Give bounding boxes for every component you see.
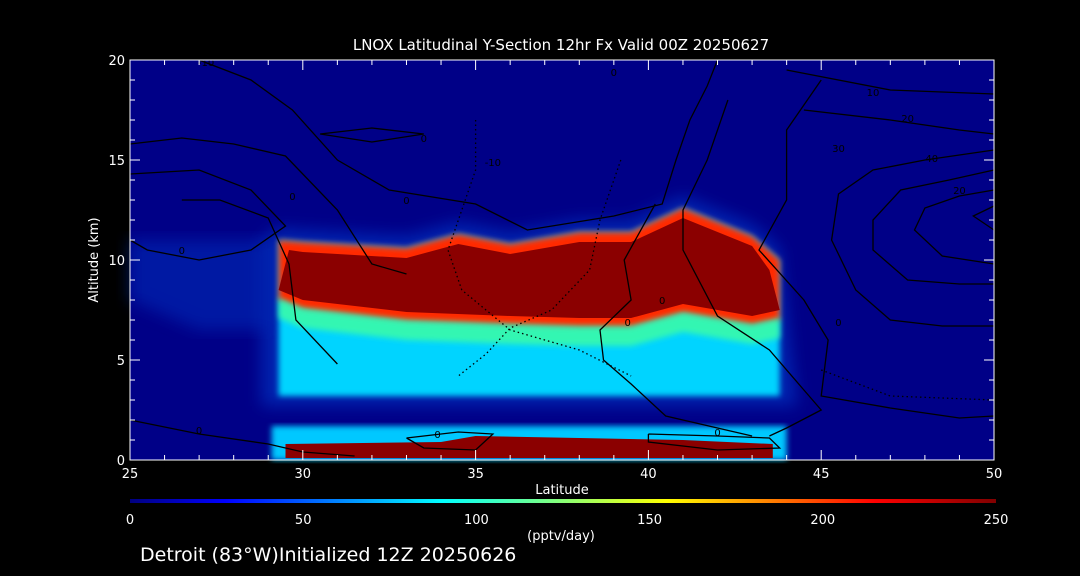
contour-lines: -10 0 0 0 0 -10 0 10 20 30 40 20 0 0 0 0 0 0 (129, 58, 995, 457)
contour-label: 0 (289, 192, 295, 203)
contour-label: 0 (403, 196, 409, 207)
lnox-transition-band (278, 298, 780, 346)
x-axis-label: Latitude (535, 483, 589, 498)
contour-line (406, 431, 495, 451)
colorbar-label: (pptv/day) (527, 529, 595, 544)
contour-line (872, 169, 995, 285)
contour-line (181, 199, 338, 365)
contour-line (682, 99, 823, 437)
contour-line (830, 149, 995, 327)
contour-line (447, 120, 632, 377)
contour-line (457, 159, 622, 377)
contour-line (198, 59, 719, 231)
colorbar: 0 50 100 150 200 250 (pptv/day) (126, 499, 1009, 544)
contour-label: 0 (624, 318, 630, 329)
contour-line (758, 79, 995, 419)
lnox-surface-core (285, 436, 773, 458)
contour-label: -10 (485, 158, 501, 169)
x-tick-label: 45 (813, 467, 830, 482)
contour-line (972, 205, 995, 231)
y-tick-label: 5 (117, 354, 125, 369)
contour-label: 40 (925, 154, 938, 165)
footer-caption: Detroit (83°W)Initialized 12Z 20250626 (140, 544, 517, 566)
contour-label: 0 (611, 68, 617, 79)
y-tick-label: 15 (108, 154, 125, 169)
colorbar-ramp (130, 499, 996, 503)
contour-label: 30 (832, 144, 845, 155)
contour-label: 0 (196, 426, 202, 437)
colorbar-tick-label: 150 (637, 513, 662, 528)
contour-label: 0 (714, 428, 720, 439)
contour-line (129, 419, 355, 457)
contour-label: 0 (835, 318, 841, 329)
x-tick-label: 35 (467, 467, 484, 482)
colorbar-tick-label: 250 (984, 513, 1009, 528)
contour-line (803, 109, 995, 135)
colorbar-tick-label: 0 (126, 513, 134, 528)
y-axis-label: Altitude (km) (87, 217, 102, 302)
lnox-upper-core (278, 218, 780, 318)
contour-line (647, 433, 782, 451)
contour-label: 10 (867, 88, 880, 99)
contour-line (129, 169, 287, 261)
contour-label: 0 (659, 296, 665, 307)
contour-label: 20 (953, 186, 966, 197)
contour-line (913, 189, 995, 265)
y-tick-label: 0 (117, 454, 125, 469)
colorbar-ticks: 0 50 100 150 200 250 (126, 513, 1009, 528)
x-tick-label: 25 (122, 467, 139, 482)
colorbar-tick-label: 100 (464, 513, 489, 528)
contour-line (599, 203, 753, 437)
contour-label: 0 (434, 430, 440, 441)
y-axis: 0 5 10 15 20 (108, 54, 994, 469)
x-tick-label: 50 (986, 467, 1003, 482)
contour-label: 0 (421, 134, 427, 145)
contour-line (786, 69, 995, 95)
colorbar-tick-label: 50 (295, 513, 312, 528)
lnox-field (130, 196, 797, 460)
lnox-weak-region (130, 240, 269, 330)
x-axis: 25 30 35 40 45 50 (122, 60, 1003, 482)
contour-line (129, 137, 407, 275)
y-tick-label: 20 (108, 54, 125, 69)
contour-label: 20 (901, 114, 914, 125)
contour-label: -10 (198, 58, 214, 69)
x-tick-label: 30 (295, 467, 312, 482)
x-tick-label: 40 (640, 467, 657, 482)
contour-label: 0 (179, 246, 185, 257)
y-tick-label: 10 (108, 254, 125, 269)
contour-line (320, 127, 424, 143)
colorbar-tick-label: 200 (810, 513, 835, 528)
chart-title: LNOX Latitudinal Y-Section 12hr Fx Valid… (353, 36, 769, 54)
